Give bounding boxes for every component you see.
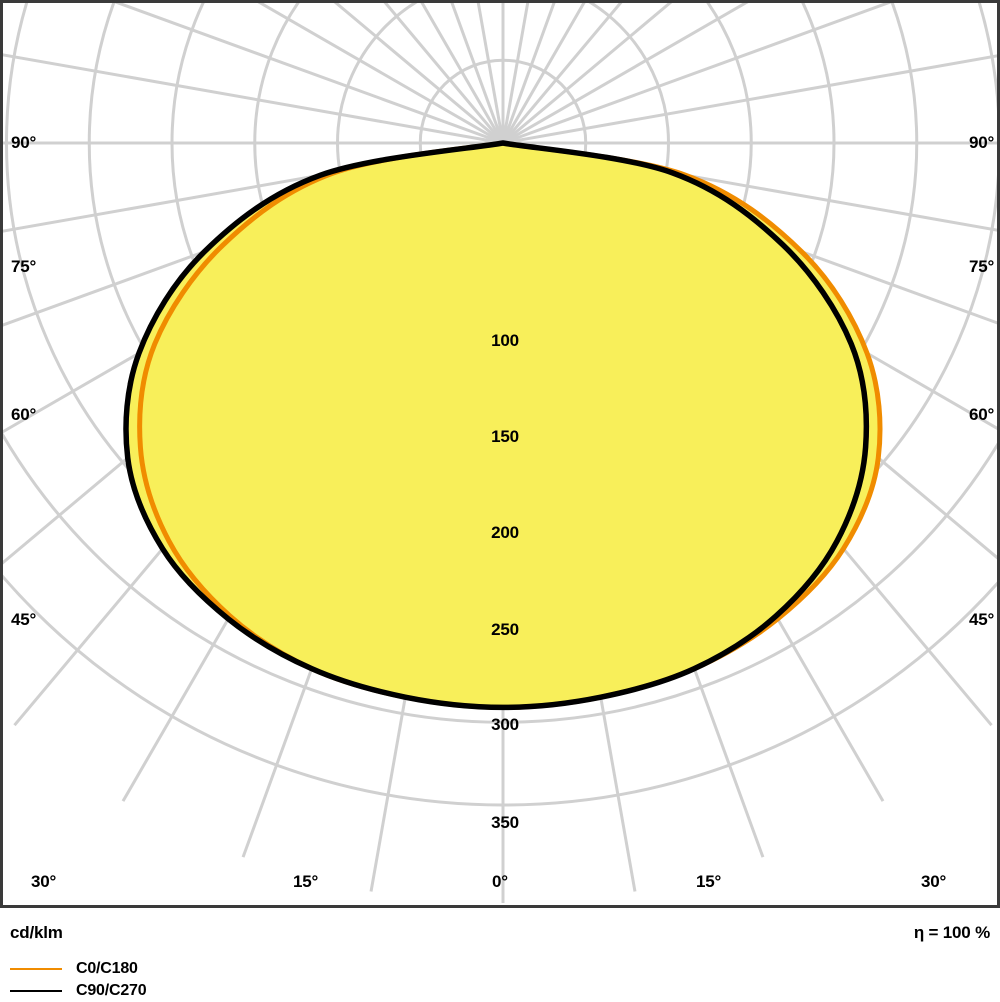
curve-c90-c270 (123, 140, 870, 711)
grid-spoke-neg-150 (420, 3, 505, 144)
legend-row-1: C90/C270 (10, 980, 147, 1002)
angle-label-bottom-2: 15° (696, 872, 722, 891)
angle-label-right-2: 60° (969, 405, 995, 424)
efficiency-label: η = 100 % (913, 923, 990, 942)
angle-label-right-3: 45° (969, 610, 995, 629)
grid-spoke-neg-100 (3, 53, 504, 145)
grid-spoke-neg-160 (450, 3, 505, 144)
grid-spoke-neg-120 (257, 3, 504, 145)
angle-label-bottom-1: 0° (492, 872, 508, 891)
radial-label-350: 350 (491, 813, 519, 832)
chart-footer: cd/klm η = 100 % C0/C180 C90/C270 (0, 908, 1000, 1000)
grid-spoke-160 (501, 3, 556, 144)
grid-spoke-120 (502, 3, 749, 145)
angle-label-right-4: 30° (921, 872, 947, 891)
legend-swatch-1 (10, 990, 62, 992)
grid-spoke-100 (502, 54, 997, 145)
grid-spoke-140 (501, 3, 623, 144)
grid-spoke-110 (502, 3, 893, 145)
grid-spoke-neg-130 (333, 3, 504, 145)
angle-label-left-3: 45° (11, 610, 37, 629)
grid-spoke-170 (501, 3, 530, 144)
angle-label-right-0: 90° (969, 133, 995, 152)
distribution-fill (125, 143, 881, 708)
angle-label-left-1: 75° (11, 257, 37, 276)
grid-spoke-150 (501, 3, 586, 144)
grid-spoke-130 (502, 3, 673, 145)
legend-row-0: C0/C180 (10, 958, 146, 980)
angle-label-left-4: 30° (31, 872, 57, 891)
polar-curves (123, 140, 883, 711)
legend-swatch-0 (10, 968, 62, 970)
radial-label-300: 300 (491, 715, 519, 734)
radial-label-250: 250 (491, 620, 519, 639)
angle-label-left-0: 90° (11, 133, 37, 152)
legend-label-0: C0/C180 (76, 960, 138, 977)
angle-label-right-1: 75° (969, 257, 995, 276)
unit-label: cd/klm (10, 923, 63, 942)
angle-label-left-2: 60° (11, 405, 37, 424)
polar-plot-frame: 90° 75° 60° 45° 30° 90° 75° 60° 45° 30° 15° 0° 15° 1… (0, 0, 1000, 908)
grid-spoke-neg-110 (113, 3, 504, 145)
grid-spoke-neg-170 (476, 3, 505, 144)
radial-label-200: 200 (491, 523, 519, 542)
legend-label-1: C90/C270 (76, 982, 147, 999)
chart-legend: C0/C180 C90/C270 (10, 958, 147, 1002)
polar-plot-svg (3, 3, 997, 903)
radial-label-100: 100 (491, 331, 519, 350)
grid-spoke-neg-140 (383, 3, 505, 144)
angle-label-bottom-0: 15° (293, 872, 319, 891)
radial-label-150: 150 (491, 427, 519, 446)
